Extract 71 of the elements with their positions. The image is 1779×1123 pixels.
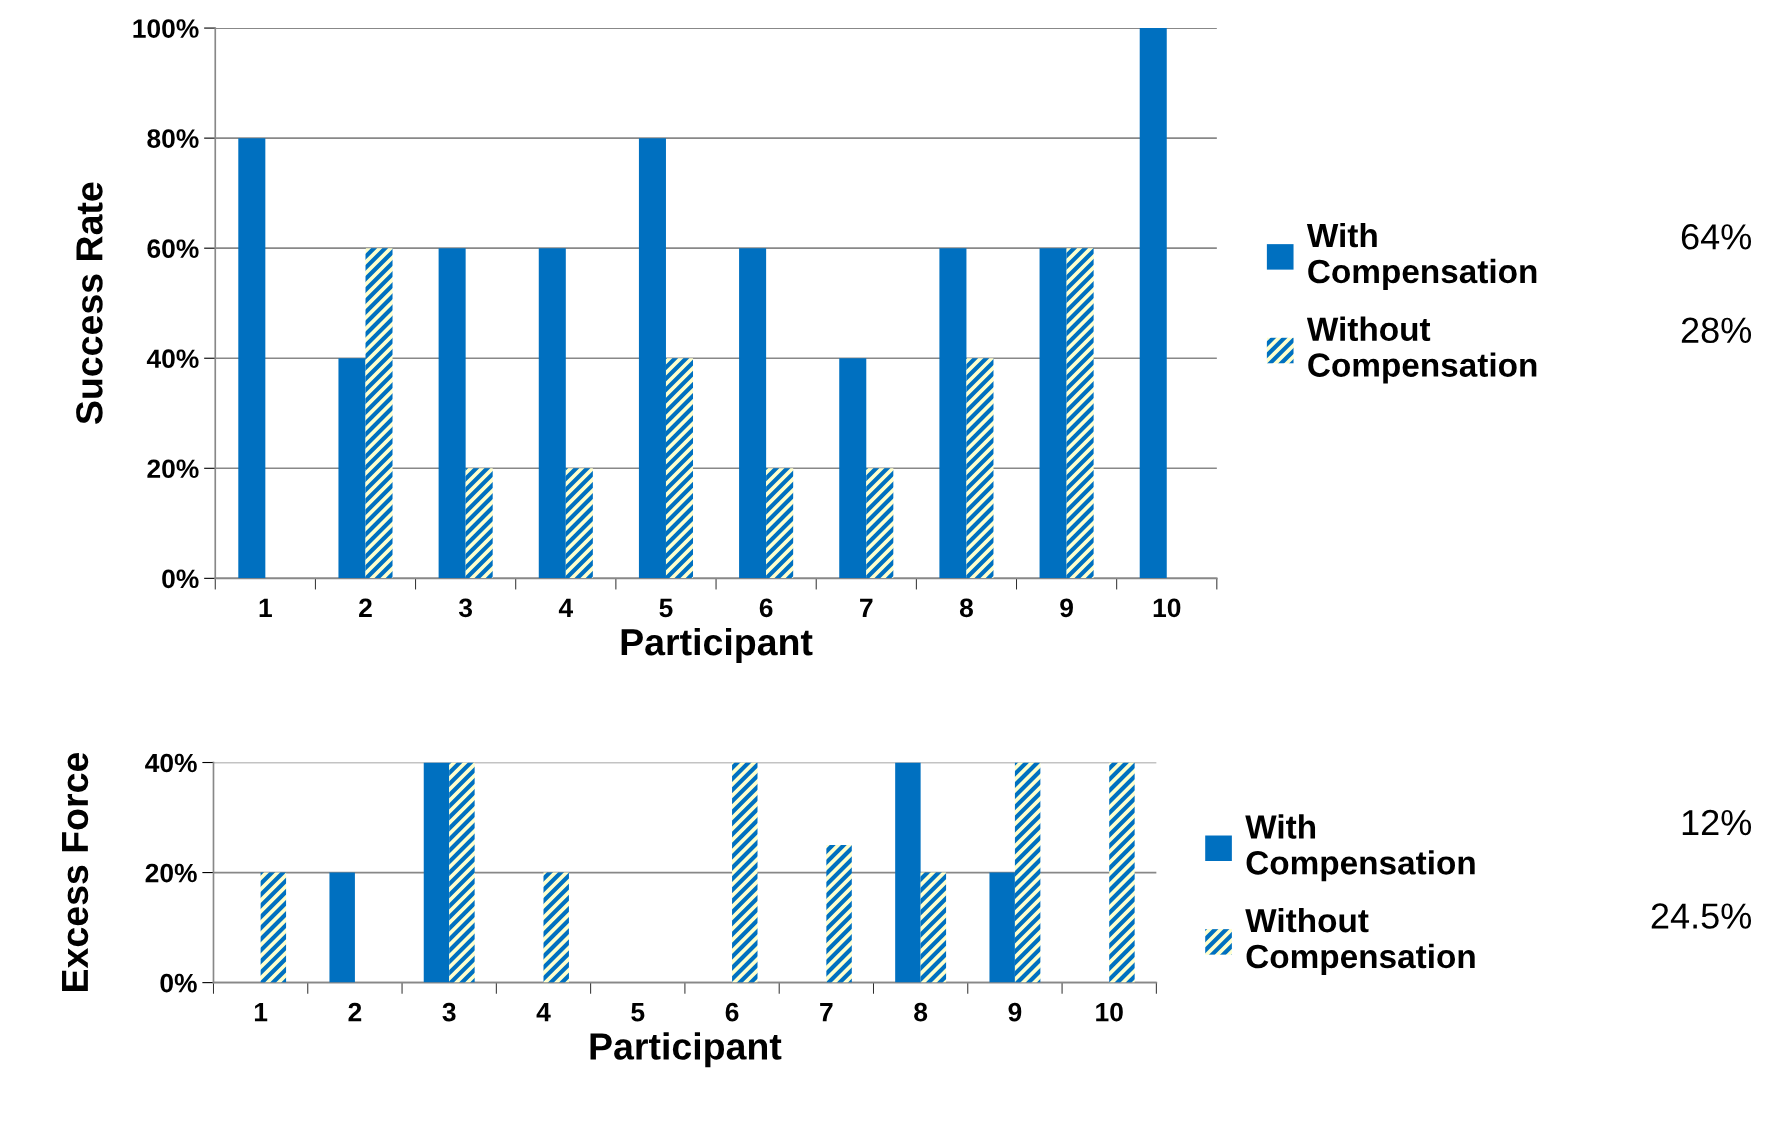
text: 64% (1681, 224, 1752, 250)
bar (449, 762, 475, 983)
y-tick-label: 0% (160, 973, 197, 993)
x-tick-label: 4 (536, 1003, 551, 1022)
bar (966, 358, 994, 579)
bar (423, 762, 450, 983)
legend-label: With Compensation (1306, 222, 1537, 290)
bar (565, 468, 593, 579)
x-tick-label: 5 (659, 598, 673, 618)
y-axis-title: Success Rate (76, 182, 103, 425)
bar (238, 138, 266, 579)
bar (1039, 248, 1067, 579)
x-tick-label: 9 (1060, 598, 1073, 618)
y-tick-label: 20% (147, 459, 199, 479)
y-tick-label: 40% (146, 349, 199, 369)
y-tick-label: 60% (147, 239, 199, 258)
x-axis-title: Participant (590, 1032, 782, 1068)
bar (732, 762, 758, 983)
bar (543, 872, 569, 983)
bar (895, 762, 921, 983)
x-tick-label: 1 (259, 598, 272, 617)
bar (1109, 762, 1135, 983)
bar (365, 248, 393, 579)
bar (989, 872, 1015, 983)
bar (866, 468, 894, 579)
legend-label: With Compensation (1245, 814, 1475, 882)
y-axis-title: Excess Force (62, 752, 89, 991)
y-tick-label: 80% (147, 129, 199, 148)
x-tick-label: 8 (914, 1002, 928, 1022)
x-tick-label: 3 (458, 598, 473, 618)
y-tick-label: 0% (162, 569, 199, 589)
x-tick-label: 6 (759, 598, 773, 618)
bar (920, 872, 947, 983)
x-tick-label: 3 (442, 1002, 456, 1022)
bar (338, 358, 366, 579)
text: 12% (1682, 809, 1752, 836)
legend-label: Without Compensation (1245, 907, 1475, 975)
y-tick-label: 100% (133, 19, 199, 38)
bar (766, 468, 794, 579)
bar (839, 358, 867, 579)
bar (939, 248, 967, 579)
bar (1139, 28, 1167, 579)
y-tick-label: 20% (145, 863, 197, 883)
x-tick-label: 1 (254, 1003, 268, 1022)
bar (739, 248, 767, 579)
y-tick-label: 40% (145, 753, 197, 773)
bar (665, 358, 694, 579)
bar (438, 248, 466, 579)
x-tick-label: 2 (348, 1002, 362, 1022)
x-tick-label: 7 (860, 598, 873, 617)
bar (826, 845, 852, 983)
x-tick-label: 2 (359, 598, 372, 617)
x-axis-title: Participant (621, 627, 813, 663)
text: 24.5% (1651, 903, 1752, 929)
x-tick-label: 4 (558, 598, 574, 617)
x-tick-label: 6 (725, 1002, 739, 1022)
x-tick-label: 8 (959, 598, 973, 618)
bar (465, 468, 493, 579)
legend-label: Without Compensation (1306, 316, 1537, 384)
x-tick-label: 10 (1096, 1002, 1123, 1022)
bar (1066, 248, 1094, 579)
text: 28% (1681, 317, 1752, 344)
x-tick-label: 7 (820, 1003, 833, 1022)
bar (538, 248, 566, 579)
bar (260, 872, 287, 983)
bar (1014, 762, 1041, 983)
bar (638, 138, 666, 579)
bar (329, 872, 355, 983)
x-tick-label: 10 (1153, 598, 1181, 618)
x-tick-label: 9 (1008, 1002, 1022, 1022)
x-tick-label: 5 (631, 1003, 645, 1022)
